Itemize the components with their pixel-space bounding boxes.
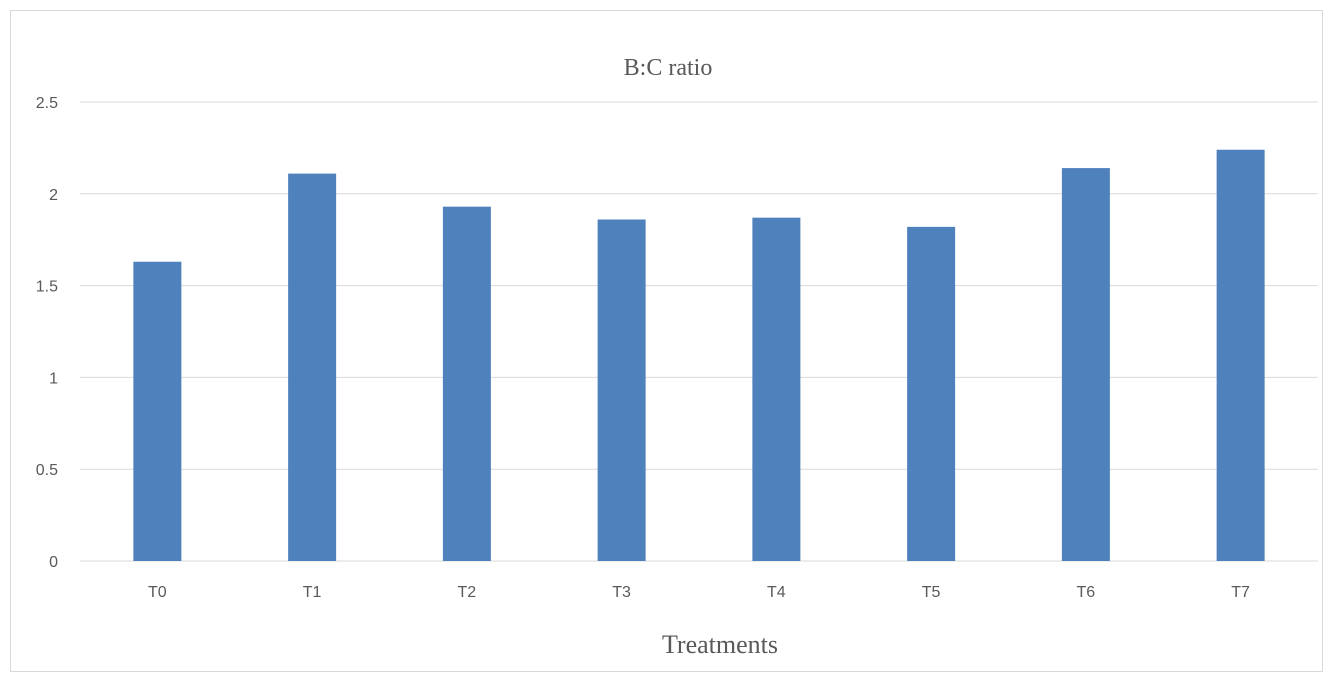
bar-t7 bbox=[1216, 149, 1265, 561]
x-tick-label: T6 bbox=[1077, 584, 1096, 601]
y-tick-label: 1 bbox=[49, 370, 58, 387]
x-axis-label: Treatments bbox=[662, 630, 778, 659]
x-axis-tick-labels: T0 T1 T2 T3 T4 T5 T6 T7 bbox=[148, 584, 1250, 601]
y-axis-tick-labels: 0 0.5 1 1.5 2 2.5 bbox=[36, 95, 58, 571]
bar-t3 bbox=[597, 219, 646, 561]
y-tick-label: 2 bbox=[49, 187, 58, 204]
y-tick-label: 2.5 bbox=[36, 95, 58, 112]
bar-t1 bbox=[288, 173, 337, 561]
x-tick-label: T4 bbox=[767, 584, 786, 601]
y-tick-label: 0.5 bbox=[36, 462, 58, 479]
bar-t2 bbox=[442, 206, 491, 562]
x-tick-label: T5 bbox=[922, 584, 941, 601]
x-tick-label: T3 bbox=[612, 584, 631, 601]
gridlines bbox=[80, 101, 1318, 562]
x-tick-label: T2 bbox=[458, 584, 477, 601]
bar-t6 bbox=[1061, 168, 1110, 561]
x-tick-label: T0 bbox=[148, 584, 167, 601]
bar-t0 bbox=[133, 261, 182, 561]
bar-t5 bbox=[907, 226, 956, 561]
chart-title: B:C ratio bbox=[624, 55, 713, 81]
x-tick-label: T7 bbox=[1231, 584, 1250, 601]
bar-t4 bbox=[752, 217, 801, 561]
y-tick-label: 1.5 bbox=[36, 279, 58, 296]
x-tick-label: T1 bbox=[303, 584, 322, 601]
bars bbox=[133, 149, 1265, 562]
y-tick-label: 0 bbox=[49, 554, 58, 571]
